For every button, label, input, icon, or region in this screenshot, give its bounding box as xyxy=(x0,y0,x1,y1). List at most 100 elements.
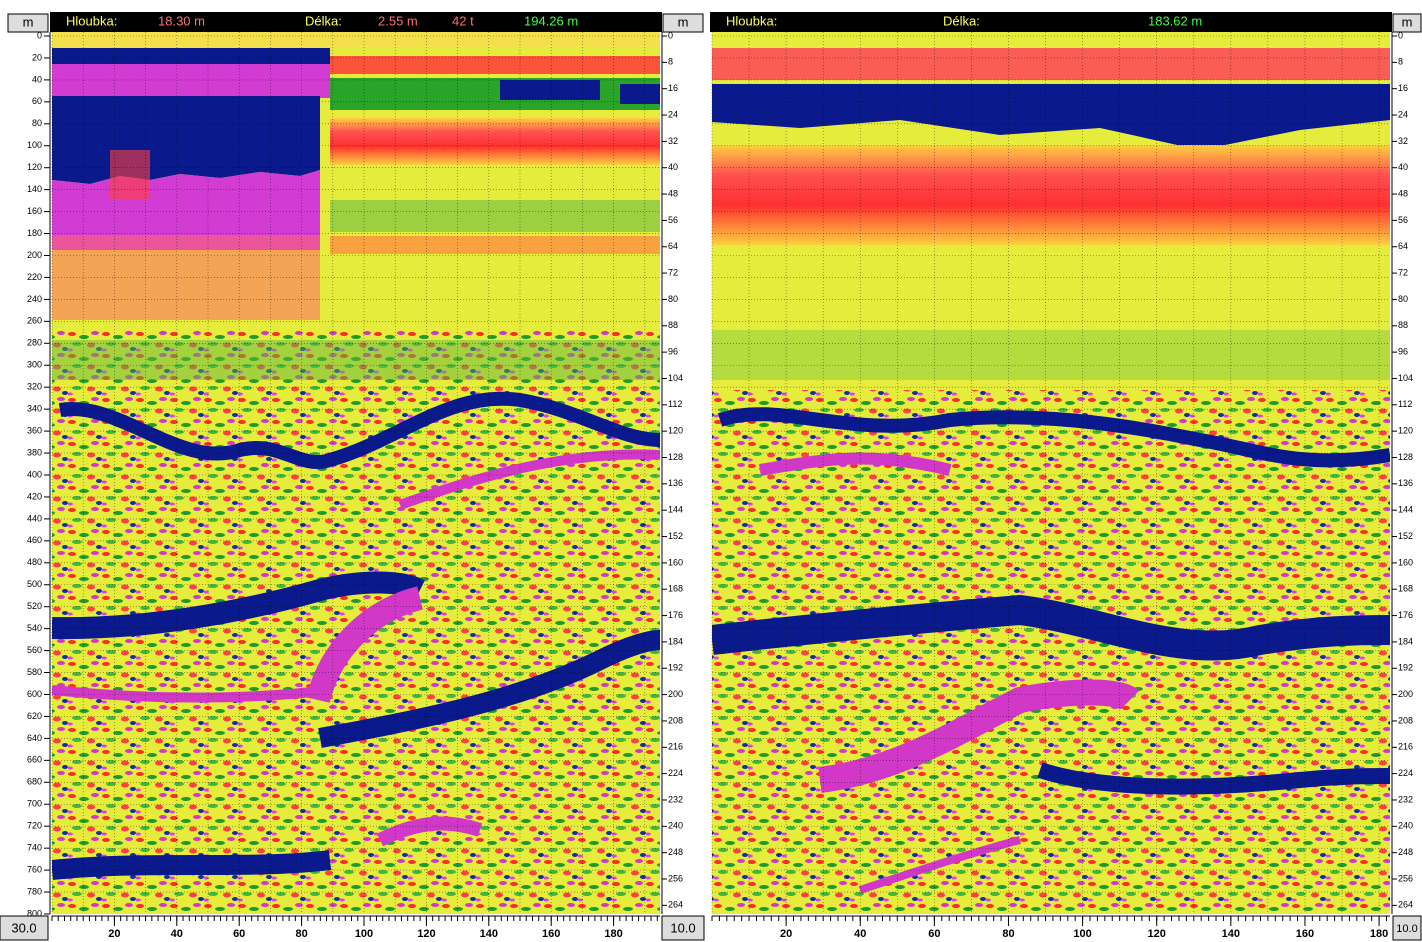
y-tick-label: 500 xyxy=(27,579,42,589)
y-tick-label: 660 xyxy=(27,755,42,765)
y-tick-label: 0 xyxy=(37,30,42,40)
y-tick-label: 208 xyxy=(1398,715,1413,725)
y-tick-label: 72 xyxy=(1398,267,1408,277)
y-tick-label: 440 xyxy=(27,513,42,523)
radargram-window: m m Hloubka: 18.30 m Délka: 2.55 m 42 t … xyxy=(0,0,1422,942)
y-tick-label: 280 xyxy=(27,338,42,348)
y-tick-label: 240 xyxy=(1398,821,1413,831)
y-tick-label: 700 xyxy=(27,799,42,809)
y-tick-label: 520 xyxy=(27,601,42,611)
x-tick-label: 80 xyxy=(1002,928,1014,940)
y-tick-label: 720 xyxy=(27,821,42,831)
x-tick-label: 60 xyxy=(928,928,940,940)
y-tick-label: 264 xyxy=(668,900,683,910)
y-tick-label: 16 xyxy=(668,83,678,93)
radargram-2 xyxy=(712,32,1390,914)
y-tick-label: 200 xyxy=(668,689,683,699)
y-tick-label: 56 xyxy=(1398,215,1408,225)
length-label: Délka: xyxy=(943,13,980,28)
total-length: 183.62 m xyxy=(1148,13,1202,28)
y-tick-label: 24 xyxy=(1398,109,1408,119)
x-tick-label: 180 xyxy=(1370,928,1388,940)
y-tick-label: 120 xyxy=(668,426,683,436)
page: m m Hloubka: 18.30 m Délka: 2.55 m 42 t … xyxy=(0,0,1422,942)
y-tick-label: 300 xyxy=(27,360,42,370)
y-tick-label: 80 xyxy=(32,118,42,128)
y-tick-label: 240 xyxy=(27,294,42,304)
y-tick-label: 160 xyxy=(668,557,683,567)
length-label: Délka: xyxy=(305,13,342,28)
x-tick-label: 180 xyxy=(604,928,622,940)
total-length: 194.26 m xyxy=(524,13,578,28)
y-tick-label: 600 xyxy=(27,689,42,699)
y-tick-label: 232 xyxy=(1398,794,1413,804)
y-tick-label: 152 xyxy=(1398,531,1413,541)
y-tick-label: 168 xyxy=(1398,584,1413,594)
y-tick-label: 420 xyxy=(27,491,42,501)
y-tick-label: 184 xyxy=(668,636,683,646)
y-tick-label: 112 xyxy=(1398,399,1412,409)
y-tick-label: 20 xyxy=(32,52,42,62)
y-tick-label: 96 xyxy=(1398,347,1408,357)
y-tick-label: 192 xyxy=(668,663,683,673)
y-tick-label: 64 xyxy=(668,241,678,251)
y-tick-label: 56 xyxy=(668,215,678,225)
y-tick-label: 144 xyxy=(1398,505,1413,515)
y-tick-label: 48 xyxy=(668,188,678,198)
x-tick-label: 80 xyxy=(295,928,307,940)
x-tick-label: 160 xyxy=(1296,928,1314,940)
y-tick-label: 400 xyxy=(27,469,42,479)
y-tick-label: 32 xyxy=(668,136,678,146)
y-tick-label: 80 xyxy=(1398,294,1408,304)
y-tick-label: 168 xyxy=(668,584,683,594)
x-tick-label: 100 xyxy=(355,928,373,940)
y-tick-label: 580 xyxy=(27,667,42,677)
unit: m xyxy=(23,14,34,29)
y-tick-label: 176 xyxy=(668,610,683,620)
y-tick-label: 140 xyxy=(27,184,42,194)
y-tick-label: 800 xyxy=(27,908,42,918)
y-tick-label: 180 xyxy=(27,228,42,238)
length-value: 2.55 m xyxy=(378,13,418,28)
y-tick-label: 60 xyxy=(32,96,42,106)
y-tick-label: 104 xyxy=(668,373,683,383)
y-tick-label: 120 xyxy=(27,162,42,172)
depth-value: 18.30 m xyxy=(158,13,205,28)
y-tick-label: 104 xyxy=(1398,373,1413,383)
y-tick-label: 560 xyxy=(27,645,42,655)
gain-right: 10.0 xyxy=(1396,923,1417,935)
y-tick-label: 380 xyxy=(27,447,42,457)
y-tick-label: 260 xyxy=(27,316,42,326)
y-tick-label: 224 xyxy=(1398,768,1413,778)
y-tick-label: 216 xyxy=(1398,742,1413,752)
count: 42 t xyxy=(452,13,474,28)
x-tick-label: 120 xyxy=(417,928,435,940)
y-tick-label: 160 xyxy=(1398,557,1413,567)
y-tick-label: 88 xyxy=(1398,320,1408,330)
y-tick-label: 340 xyxy=(27,404,42,414)
y-tick-label: 8 xyxy=(1398,57,1403,67)
x-tick-label: 160 xyxy=(542,928,560,940)
y-tick-label: 144 xyxy=(668,505,683,515)
y-tick-label: 88 xyxy=(668,320,678,330)
y-tick-label: 640 xyxy=(27,733,42,743)
y-tick-label: 360 xyxy=(27,425,42,435)
y-tick-label: 16 xyxy=(1398,83,1408,93)
x-tick-label: 60 xyxy=(233,928,245,940)
y-tick-label: 200 xyxy=(27,250,42,260)
y-tick-label: 256 xyxy=(668,873,683,883)
unit: m xyxy=(678,14,689,29)
y-tick-label: 160 xyxy=(27,206,42,216)
y-tick-label: 184 xyxy=(1398,636,1413,646)
x-tick-label: 140 xyxy=(1222,928,1240,940)
y-tick-label: 112 xyxy=(668,399,682,409)
y-tick-label: 320 xyxy=(27,382,42,392)
y-tick-label: 40 xyxy=(1398,162,1408,172)
x-tick-label: 20 xyxy=(108,928,120,940)
y-tick-label: 220 xyxy=(27,272,42,282)
x-tick-label: 120 xyxy=(1148,928,1166,940)
y-tick-label: 0 xyxy=(668,30,673,40)
y-tick-label: 248 xyxy=(1398,847,1413,857)
y-tick-label: 128 xyxy=(668,452,683,462)
depth-label: Hloubka: xyxy=(726,13,777,28)
